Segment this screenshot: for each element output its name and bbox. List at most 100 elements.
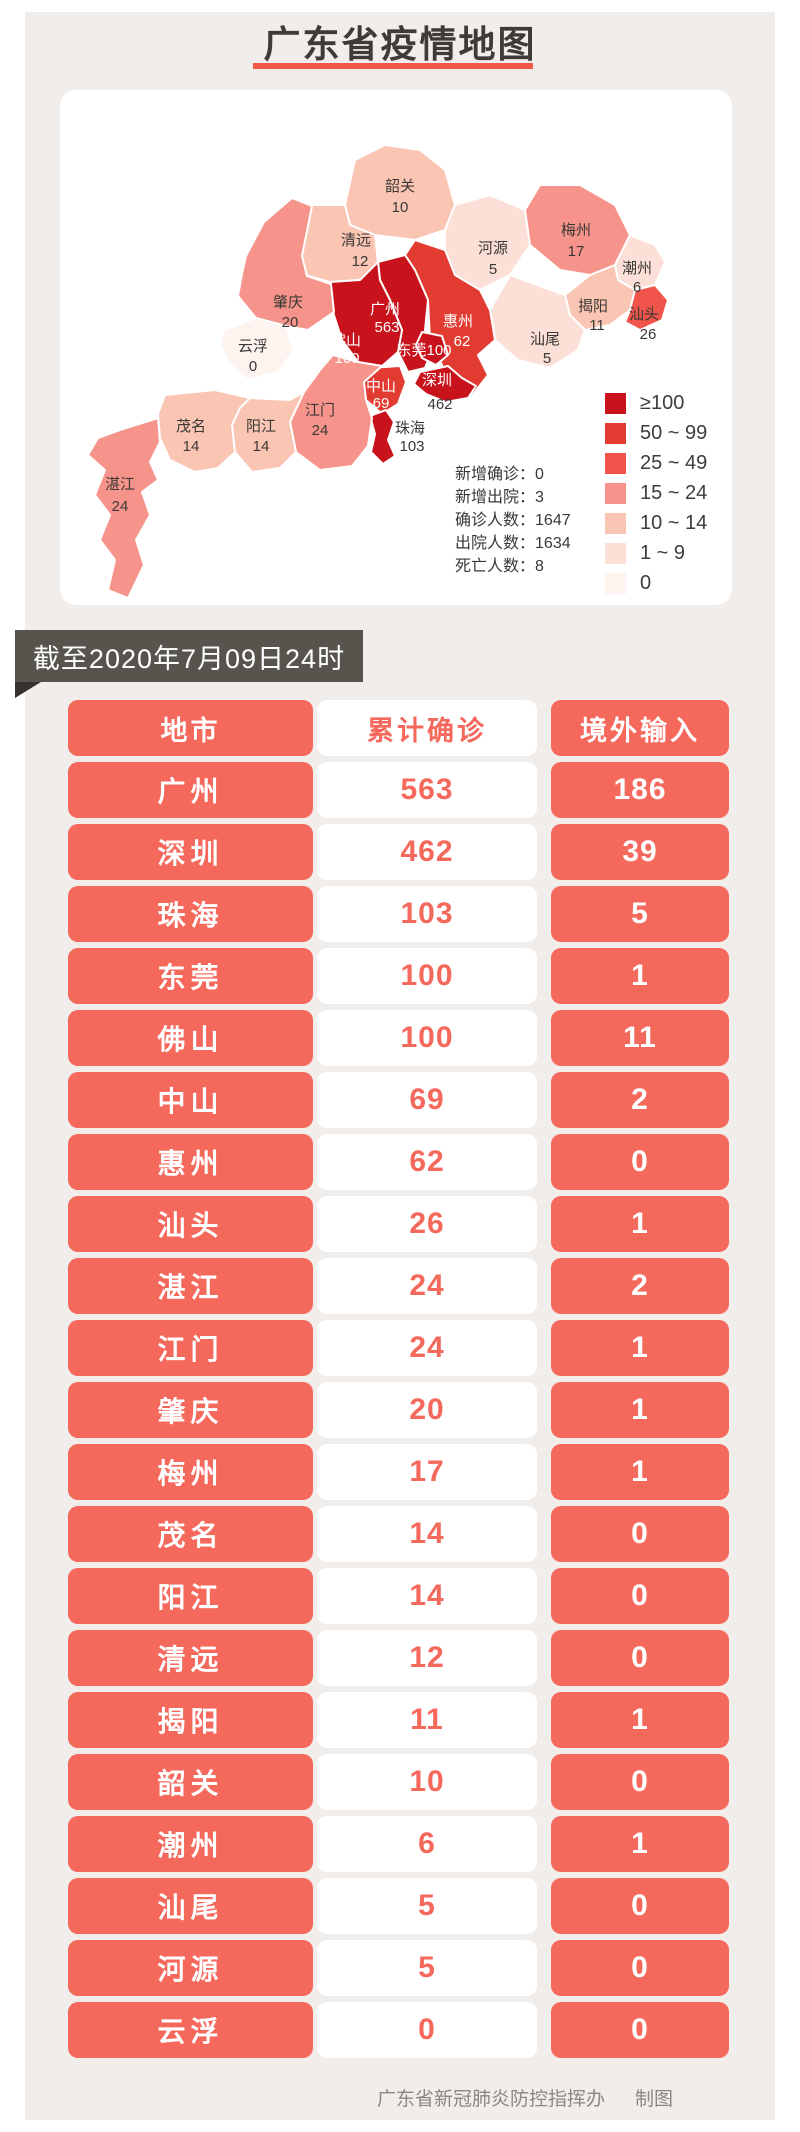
city-cell: 河源 <box>68 1940 313 1996</box>
imported-cell: 0 <box>551 1568 729 1624</box>
confirmed-cell: 12 <box>317 1630 537 1686</box>
table-row: 茂名 14 0 <box>68 1506 729 1562</box>
imported-cell: 0 <box>551 1878 729 1934</box>
imported-cell: 0 <box>551 1940 729 1996</box>
header-cumulative-confirmed: 累计确诊 <box>317 700 537 756</box>
date-banner: 截至2020年7月09日24时 <box>15 630 363 682</box>
table-header-row: 地市 累计确诊 境外输入 <box>68 700 729 756</box>
stat-label-3: 出院人数： <box>455 535 536 552</box>
confirmed-cell: 10 <box>317 1754 537 1810</box>
column-gap <box>537 824 551 880</box>
legend-swatch-1 <box>605 423 626 444</box>
map-value-qingyuan: 12 <box>352 253 369 270</box>
column-gap <box>537 1072 551 1128</box>
column-gap <box>537 1568 551 1624</box>
map-value-yangjiang: 14 <box>253 438 270 455</box>
legend-label-0: ≥100 <box>640 392 685 414</box>
table-row: 韶关 10 0 <box>68 1754 729 1810</box>
footer-suffix-text: 制图 <box>634 2089 673 2110</box>
legend-item-2: 25 ~ 49 <box>605 452 707 474</box>
city-cell: 阳江 <box>68 1568 313 1624</box>
imported-cell: 1 <box>551 1320 729 1376</box>
table-row: 潮州 6 1 <box>68 1816 729 1872</box>
column-gap <box>537 1010 551 1066</box>
column-gap <box>537 762 551 818</box>
city-cell: 潮州 <box>68 1816 313 1872</box>
legend-item-6: 0 <box>605 572 707 594</box>
stat-line-4: 死亡人数：8 <box>455 555 571 578</box>
column-gap <box>537 1816 551 1872</box>
map-label-shanwei: 汕尾 <box>530 331 560 348</box>
confirmed-cell: 6 <box>317 1816 537 1872</box>
map-label-chaozhou: 潮州 <box>622 260 652 277</box>
legend-swatch-6 <box>605 573 626 594</box>
table-row: 梅州 17 1 <box>68 1444 729 1500</box>
stat-label-2: 确诊人数： <box>455 512 536 529</box>
column-gap <box>537 1630 551 1686</box>
city-cell: 广州 <box>68 762 313 818</box>
legend-item-3: 15 ~ 24 <box>605 482 707 504</box>
map-label-guangzhou: 广州 <box>370 301 400 318</box>
banner-fold-ribbon <box>15 682 41 698</box>
confirmed-cell: 17 <box>317 1444 537 1500</box>
city-cell: 惠州 <box>68 1134 313 1190</box>
map-region-zhanjiang <box>87 417 161 599</box>
legend-swatch-0 <box>605 393 626 414</box>
map-value-shantou: 26 <box>640 326 657 343</box>
column-gap <box>537 1940 551 1996</box>
map-label-zhuhai: 珠海 <box>395 420 425 437</box>
stat-line-1: 新增出院：3 <box>455 486 571 509</box>
stat-line-3: 出院人数：1634 <box>455 532 571 555</box>
title-underline <box>253 63 533 69</box>
legend-swatch-3 <box>605 483 626 504</box>
table-row: 深圳 462 39 <box>68 824 729 880</box>
legend-label-4: 10 ~ 14 <box>640 512 708 534</box>
map-value-zhuhai: 103 <box>399 438 424 455</box>
map-value-yunfu: 0 <box>249 358 257 375</box>
imported-cell: 1 <box>551 1196 729 1252</box>
map-label-dongguan: 东莞100 <box>396 342 451 359</box>
map-label-zhanjiang: 湛江 <box>105 476 135 493</box>
column-gap <box>537 2002 551 2058</box>
table-row: 江门 24 1 <box>68 1320 729 1376</box>
map-value-zhanjiang: 24 <box>112 498 129 515</box>
map-label-heyuan: 河源 <box>478 240 508 257</box>
city-cell: 茂名 <box>68 1506 313 1562</box>
map-value-zhaoqing: 20 <box>282 314 299 331</box>
stat-label-4: 死亡人数： <box>455 558 536 575</box>
legend-label-1: 50 ~ 99 <box>640 422 708 444</box>
column-gap <box>537 1320 551 1376</box>
map-value-jieyang: 11 <box>589 317 605 334</box>
stat-label-0: 新增确诊： <box>455 466 536 483</box>
header-imported-cases: 境外输入 <box>551 700 729 756</box>
city-cell: 东莞 <box>68 948 313 1004</box>
table-row: 佛山 100 11 <box>68 1010 729 1066</box>
column-gap <box>537 886 551 942</box>
map-value-huizhou: 62 <box>454 333 471 350</box>
map-label-foshan: 佛山 <box>331 332 361 349</box>
column-gap <box>537 948 551 1004</box>
column-gap <box>537 1382 551 1438</box>
confirmed-cell: 24 <box>317 1258 537 1314</box>
map-label-shantou: 汕头 <box>629 306 659 323</box>
city-cell: 汕尾 <box>68 1878 313 1934</box>
map-region-jiangmen <box>289 354 383 471</box>
confirmed-cell: 462 <box>317 824 537 880</box>
map-value-maoming: 14 <box>183 438 200 455</box>
map-label-qingyuan: 清远 <box>341 232 371 249</box>
imported-cell: 11 <box>551 1010 729 1066</box>
legend-swatch-2 <box>605 453 626 474</box>
legend-label-5: 1 ~ 9 <box>640 542 686 564</box>
imported-cell: 0 <box>551 2002 729 2058</box>
stat-line-2: 确诊人数：1647 <box>455 509 571 532</box>
footer-credit-text: 广东省新冠肺炎防控指挥办 <box>376 2089 605 2110</box>
city-cell: 深圳 <box>68 824 313 880</box>
table-row: 清远 12 0 <box>68 1630 729 1686</box>
map-label-meizhou: 梅州 <box>561 222 591 239</box>
confirmed-cell: 5 <box>317 1878 537 1934</box>
map-value-meizhou: 17 <box>568 243 585 260</box>
map-value-foshan: 100 <box>334 350 359 367</box>
confirmed-cell: 24 <box>317 1320 537 1376</box>
map-value-shaoguan: 10 <box>392 199 409 216</box>
